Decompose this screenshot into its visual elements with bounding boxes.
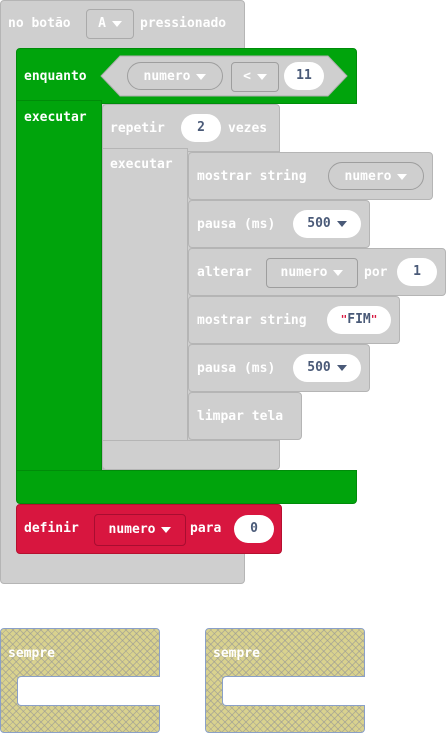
string-quote-close: "	[370, 313, 378, 326]
pause-label-2: pausa (ms)	[197, 361, 276, 376]
chevron-down-icon	[397, 173, 408, 180]
pause-ms-dropdown-2[interactable]: 500	[293, 354, 361, 382]
set-value-input[interactable]: 0	[234, 515, 274, 543]
change-var-value: numero	[280, 265, 328, 280]
chevron-down-icon	[161, 526, 172, 533]
set-var-label: definir	[24, 521, 79, 536]
string-quote-open: "	[340, 313, 348, 326]
set-to-label: para	[190, 521, 222, 536]
forever-label-2: sempre	[213, 646, 260, 661]
pause-ms-value-2: 500	[307, 360, 331, 375]
compare-right-value: 11	[296, 68, 312, 83]
chevron-down-icon	[336, 220, 347, 227]
while-block-footer	[16, 470, 357, 504]
chevron-down-icon	[256, 73, 267, 80]
chevron-down-icon	[196, 73, 207, 80]
forever-block-2-slot	[222, 676, 365, 706]
set-var-dropdown[interactable]: numero	[94, 514, 186, 546]
compare-operator-value: <	[243, 69, 251, 84]
while-label: enquanto	[24, 69, 87, 84]
compare-operator-dropdown[interactable]: <	[231, 62, 279, 92]
pause-ms-dropdown[interactable]: 500	[293, 210, 361, 238]
pause-label: pausa (ms)	[197, 217, 276, 232]
compare-right-input[interactable]: 11	[284, 62, 324, 90]
compare-left-dropdown[interactable]: numero	[127, 62, 223, 90]
event-suffix: pressionado	[140, 16, 227, 31]
change-var-label: alterar	[197, 265, 252, 280]
chevron-down-icon	[333, 269, 344, 276]
repeat-times-value: 2	[197, 120, 205, 135]
set-value: 0	[250, 521, 258, 536]
button-dropdown-value: A	[98, 16, 106, 31]
compare-left-value: numero	[143, 69, 191, 84]
string-input-fim[interactable]: "FIM"	[327, 306, 391, 334]
string-input-value: FIM	[347, 312, 371, 327]
repeat-label: repetir	[110, 121, 165, 136]
repeat-block-arm	[102, 148, 188, 470]
repeat-block-footer	[102, 440, 280, 470]
show-string-fim-label: mostrar string	[197, 313, 307, 328]
change-amount-value: 1	[413, 264, 421, 279]
show-string-var-dropdown[interactable]: numero	[328, 162, 424, 190]
repeat-times-input[interactable]: 2	[181, 114, 221, 142]
while-do-label: executar	[24, 110, 87, 125]
change-var-dropdown[interactable]: numero	[266, 258, 358, 288]
event-label: no botão	[8, 16, 71, 31]
repeat-do-label: executar	[110, 157, 173, 172]
show-string-var-value: numero	[344, 169, 392, 184]
forever-block-1-slot	[17, 676, 160, 706]
repeat-suffix: vezes	[228, 121, 268, 136]
clear-screen-label: limpar tela	[197, 409, 284, 424]
change-by-label: por	[364, 265, 388, 280]
while-block-arm	[16, 100, 102, 500]
button-dropdown[interactable]: A	[86, 9, 134, 39]
show-string-label: mostrar string	[197, 169, 307, 184]
clear-screen-block[interactable]	[188, 392, 302, 440]
change-amount-input[interactable]: 1	[397, 258, 437, 286]
pause-ms-value: 500	[307, 216, 331, 231]
chevron-down-icon	[111, 20, 122, 27]
chevron-down-icon	[336, 364, 347, 371]
forever-label-1: sempre	[8, 646, 55, 661]
set-var-value: numero	[108, 522, 156, 537]
